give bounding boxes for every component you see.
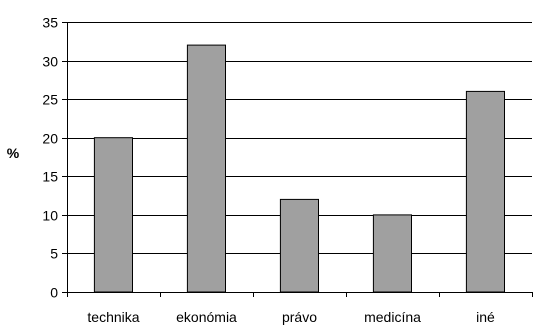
y-tick-labels: 0 5 10 15 20 25 30 35 (42, 15, 58, 301)
bar-technika (93, 137, 133, 293)
bar-právo (279, 198, 319, 293)
gridlines (67, 22, 532, 254)
x-tick-label: medicína (364, 309, 421, 325)
y-tick-label: 0 (50, 285, 58, 301)
x-tick-label: iné (476, 309, 495, 325)
axes (62, 22, 533, 297)
y-tick-label: 10 (42, 208, 58, 224)
y-tick-label: 30 (42, 54, 58, 70)
x-tick-label: ekonómia (176, 309, 237, 325)
y-tick-label: 20 (42, 131, 58, 147)
x-tick-label: technika (87, 309, 139, 325)
bar-ekonómia (186, 44, 226, 293)
x-tick-labels: technika ekonómia právo medicína iné (87, 309, 495, 325)
y-axis-label: % (7, 145, 20, 161)
y-tick-label: 5 (50, 246, 58, 262)
y-tick-label: 15 (42, 169, 58, 185)
y-tick-label: 25 (42, 92, 58, 108)
bars (93, 44, 505, 293)
x-tick-label: právo (282, 309, 317, 325)
bar-iné (465, 90, 505, 293)
y-tick-label: 35 (42, 15, 58, 31)
bar-medicína (372, 214, 412, 293)
